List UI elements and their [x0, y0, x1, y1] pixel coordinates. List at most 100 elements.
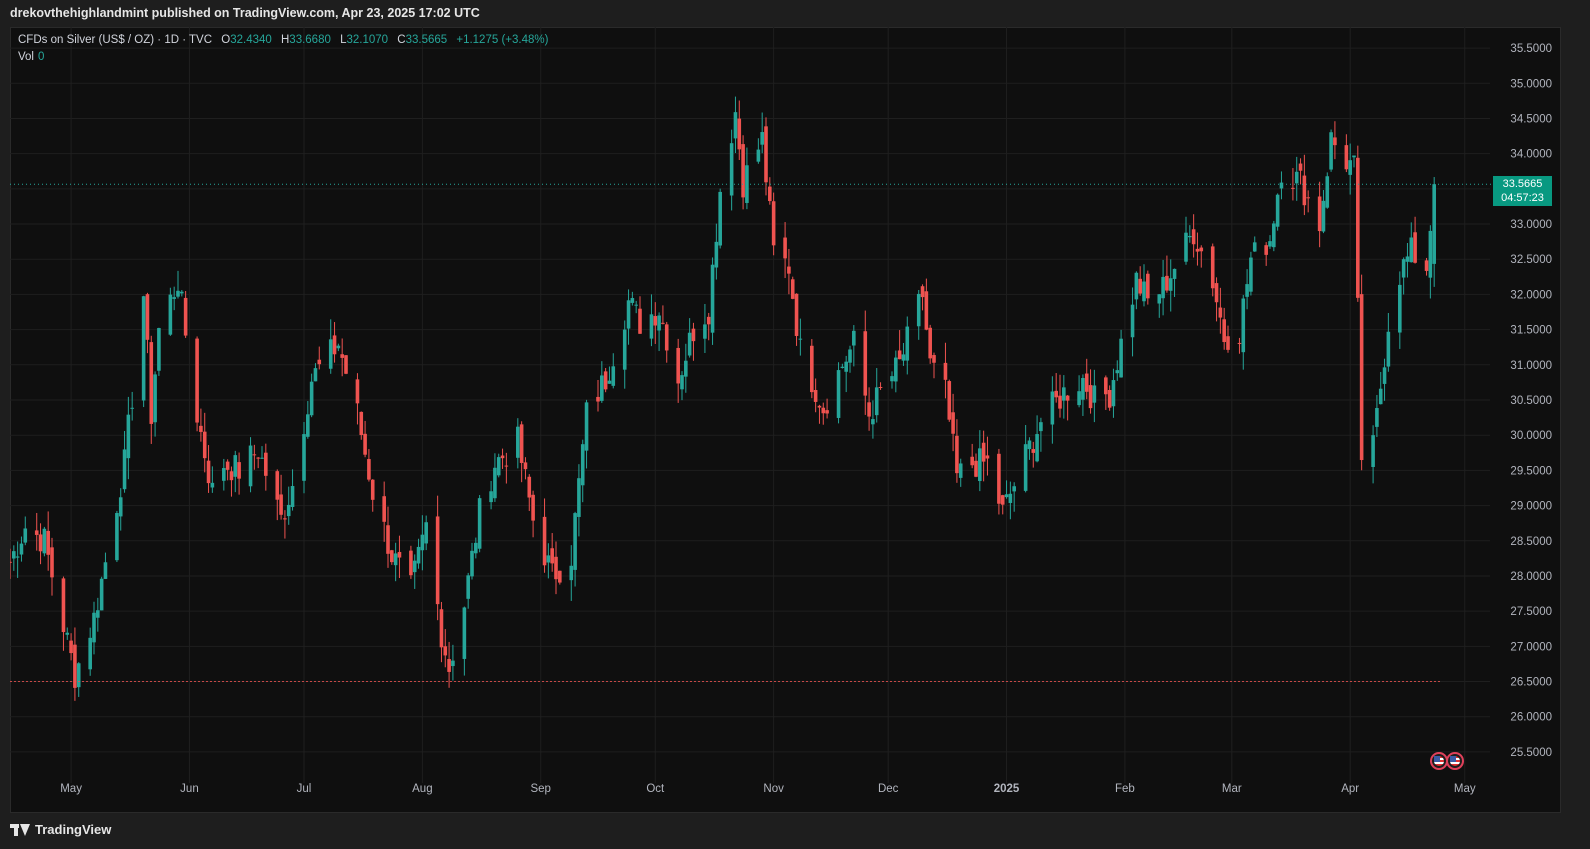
candle-body [451, 660, 455, 667]
candle-body [531, 494, 535, 521]
candle-body [19, 543, 24, 555]
candle-body [1249, 257, 1253, 292]
candle-body [611, 366, 616, 386]
candle-body [1424, 260, 1429, 271]
candle-body [439, 609, 444, 648]
candle-body [283, 518, 287, 520]
current-price-value: 33.5665 [1502, 178, 1543, 191]
candle-body [256, 457, 260, 459]
candle-body [798, 338, 803, 340]
candle-body [1325, 176, 1330, 208]
candle-body [1000, 495, 1005, 505]
candle-body [890, 376, 894, 382]
candle-body [1268, 241, 1272, 247]
candle-body [577, 478, 581, 517]
candle-body [684, 360, 688, 377]
candle-body [474, 542, 478, 554]
candle-body [985, 455, 990, 459]
candle-body [99, 578, 104, 611]
candle-body [764, 126, 768, 183]
candle-body [836, 370, 841, 418]
candle-body [1104, 377, 1108, 395]
candle-body [710, 264, 715, 333]
candle-body [951, 412, 955, 434]
candle-body [336, 345, 341, 349]
candle-body [286, 504, 291, 517]
candle-body [1317, 196, 1322, 232]
candle-body [554, 556, 558, 580]
candle-body [1252, 242, 1257, 252]
candle-body [1084, 373, 1089, 392]
candle-body [50, 547, 54, 578]
candle-body [1165, 275, 1169, 291]
candle-body [1134, 272, 1139, 300]
tradingview-brand[interactable]: TradingView [10, 822, 111, 837]
candle-body [603, 371, 608, 390]
candle-body [1039, 422, 1043, 432]
candle-body [714, 241, 719, 268]
candle-body [183, 297, 188, 336]
candle-body [523, 462, 528, 470]
close-value: 33.5665 [405, 34, 448, 46]
y-tick-label: 34.0000 [1510, 149, 1552, 161]
candle-body [771, 201, 776, 246]
symbol-title[interactable]: CFDs on Silver (US$ / OZ) · 1D · TVC [18, 34, 213, 46]
y-tick-label: 26.0000 [1510, 712, 1552, 724]
candle-body [974, 460, 978, 477]
candle-body [496, 457, 501, 476]
candle-body [1130, 304, 1135, 338]
volume-value: 0 [38, 51, 45, 63]
candle-body [1058, 395, 1062, 409]
current-price-tag: 33.5665 04:57:23 [1493, 176, 1552, 207]
candle-body [397, 551, 402, 558]
candle-body [1119, 338, 1123, 378]
candle-body [1188, 235, 1192, 238]
candle-body [1352, 155, 1356, 158]
candle-body [867, 402, 871, 417]
candle-body [680, 375, 684, 390]
candle-body [924, 291, 929, 330]
candle-body [848, 349, 852, 363]
candle-body [1111, 380, 1116, 407]
candle-body [206, 460, 211, 484]
candle-body [1062, 387, 1066, 401]
low-value: 32.1070 [346, 34, 389, 46]
candle-body [1088, 385, 1093, 409]
candle-body [367, 459, 371, 480]
candle-body [195, 338, 199, 423]
candle-body [313, 368, 318, 382]
candle-body [1348, 160, 1352, 175]
us-flag-icon[interactable] [1446, 752, 1464, 770]
candle-body [706, 316, 711, 325]
candle-body [661, 322, 665, 324]
candle-body [1428, 230, 1433, 278]
economic-events[interactable] [1430, 752, 1464, 770]
y-tick-label: 31.0000 [1510, 360, 1552, 372]
candle-body [981, 442, 986, 462]
candle-body [1398, 284, 1402, 333]
candle-body [126, 414, 131, 459]
candle-body [527, 476, 532, 498]
candle-body [248, 445, 253, 487]
candle-body [306, 414, 310, 437]
price-chart[interactable]: 25.5000 26.0000 26.5000 27.0000 27.5000 28.00… [10, 27, 1561, 813]
candle-body [630, 298, 635, 303]
candle-body [1329, 132, 1333, 170]
candle-body [573, 513, 577, 570]
candle-body [466, 575, 470, 599]
candle-body [225, 461, 230, 470]
candle-body [363, 433, 367, 455]
candle-body [332, 335, 337, 355]
candle-body [1027, 440, 1032, 450]
candle-body [1008, 493, 1013, 503]
open-label: O [221, 34, 231, 46]
y-tick-label: 32.5000 [1510, 254, 1552, 266]
candle-body [718, 191, 722, 246]
candle-body [1054, 390, 1058, 398]
candle-body [237, 462, 241, 479]
candle-body [15, 556, 20, 558]
candle-body [12, 551, 16, 559]
candle-body [115, 513, 119, 561]
candle-body [542, 516, 547, 566]
x-tick-label: 2025 [994, 783, 1020, 795]
